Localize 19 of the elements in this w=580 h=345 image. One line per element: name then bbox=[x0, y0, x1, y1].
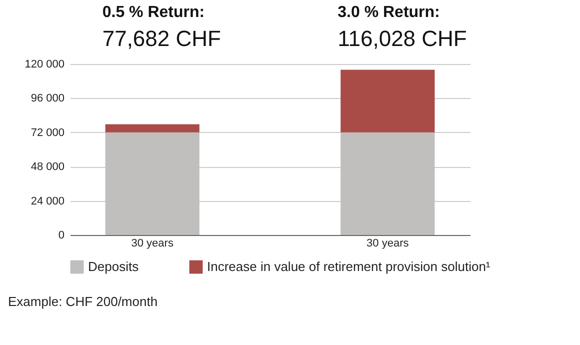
text: 116,028 CHF bbox=[338, 26, 467, 51]
y-tick-label: 120 000 bbox=[24, 58, 64, 70]
bar bbox=[105, 132, 200, 235]
bar bbox=[340, 70, 435, 132]
bar bbox=[340, 132, 435, 235]
bar bbox=[105, 124, 200, 132]
text: Example: CHF 200/month bbox=[8, 294, 158, 309]
legend-label: Increase in value of retirement provision solution¹ bbox=[207, 259, 491, 274]
y-tick-label: 0 bbox=[58, 230, 64, 242]
y-tick-label: 96 000 bbox=[30, 92, 64, 105]
text: 3.0 % Return: bbox=[338, 4, 440, 21]
text: 77,682 CHF bbox=[102, 26, 221, 51]
y-tick-label: 24 000 bbox=[30, 195, 64, 208]
y-tick-label: 48 000 bbox=[30, 161, 64, 174]
x-tick-label: 30 years bbox=[366, 238, 410, 250]
y-tick-label: 72 000 bbox=[30, 126, 64, 139]
text: 0.5 % Return: bbox=[102, 4, 205, 21]
legend-label: Deposits bbox=[88, 259, 140, 274]
x-tick-label: 30 years bbox=[131, 238, 174, 250]
